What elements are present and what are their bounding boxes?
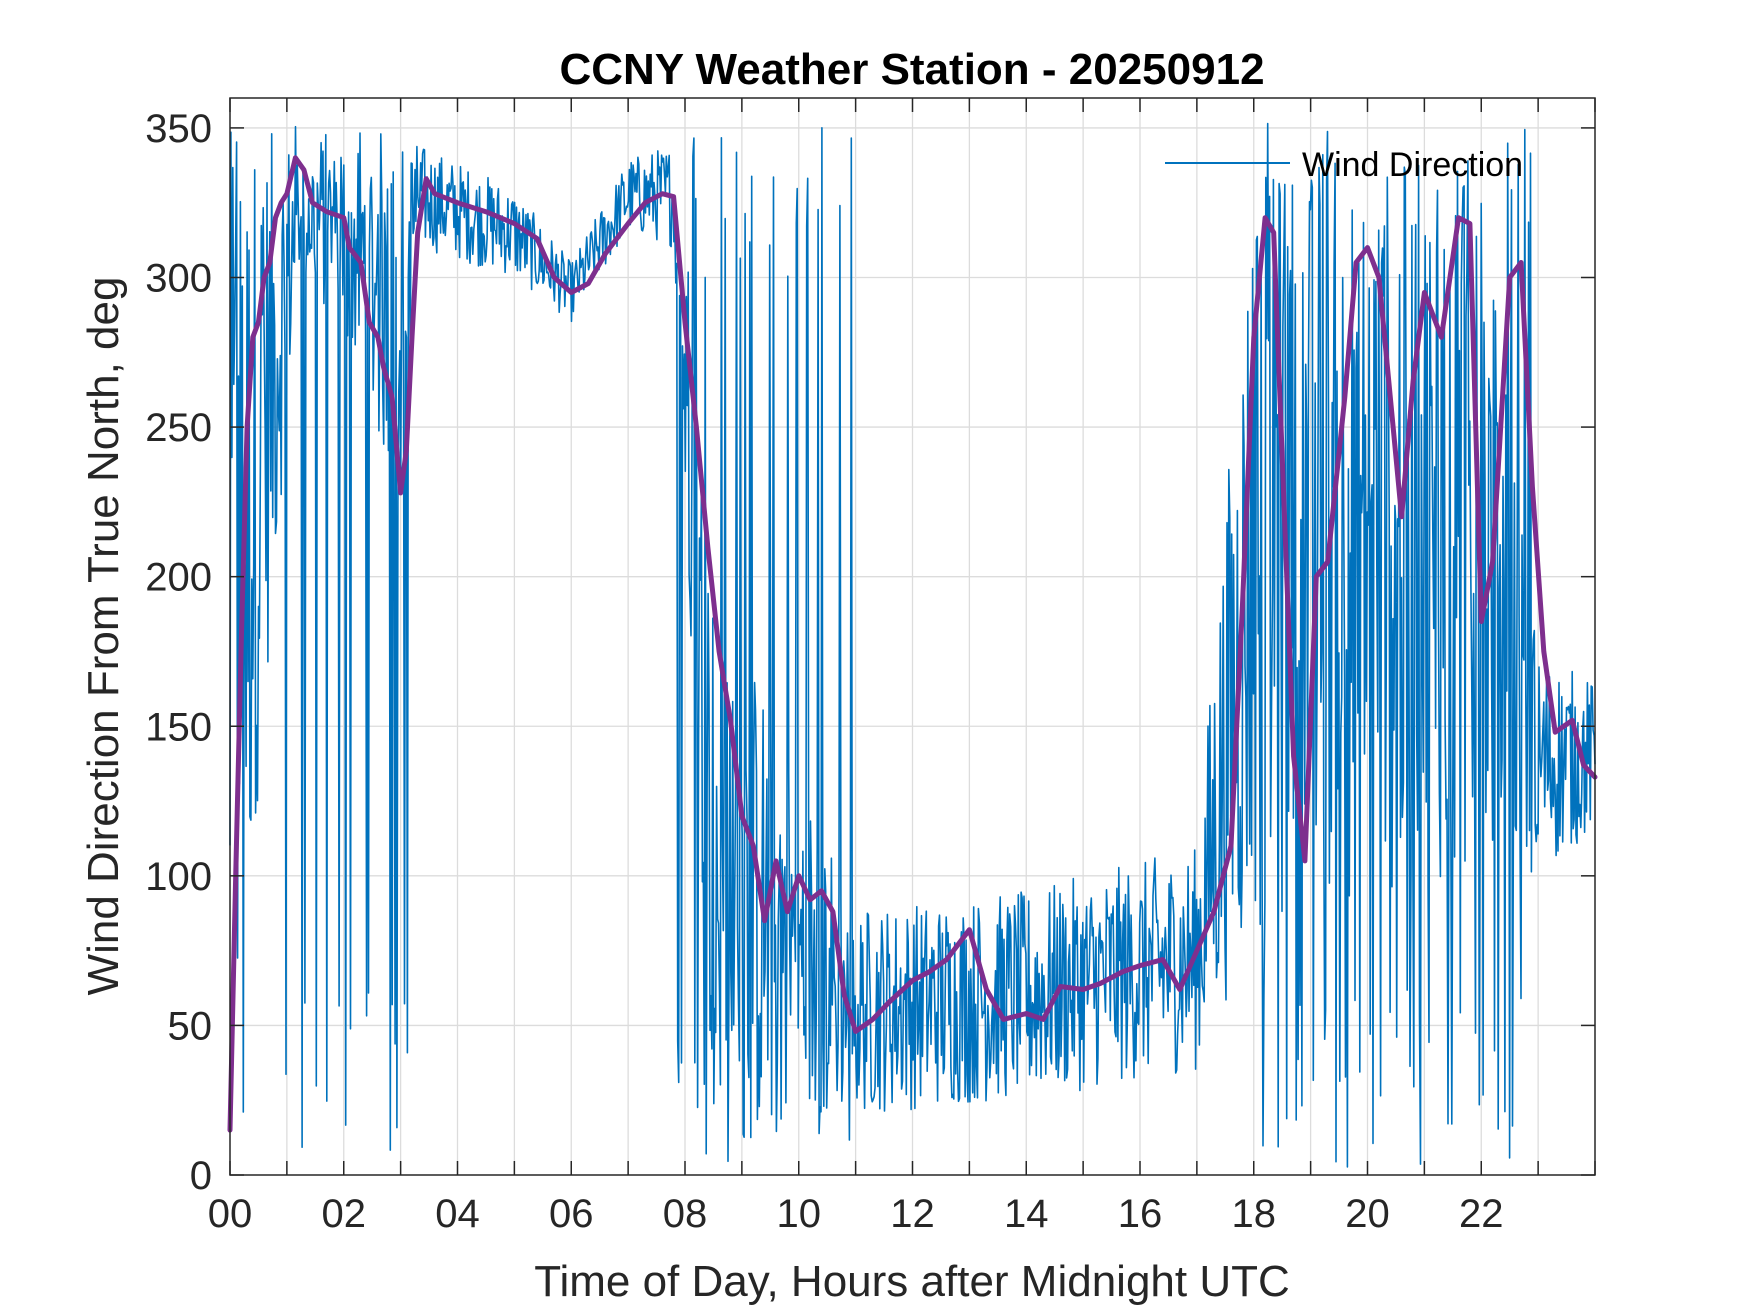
x-tick-label: 16	[1118, 1192, 1163, 1236]
line-wind-direction	[229, 122, 1596, 1168]
x-tick-label: 14	[1004, 1192, 1049, 1236]
legend-label-wind-direction: Wind Direction	[1302, 146, 1523, 184]
x-axis-label: Time of Day, Hours after Midnight UTC	[534, 1257, 1290, 1306]
x-tick-label: 08	[663, 1192, 708, 1236]
axis-ticks	[229, 98, 1596, 1176]
y-tick-label: 350	[145, 107, 212, 151]
x-tick-label: 22	[1459, 1192, 1504, 1236]
x-tick-label: 18	[1232, 1192, 1277, 1236]
legend: Wind Direction	[1165, 146, 1523, 184]
y-tick-label: 150	[145, 705, 212, 749]
x-tick-label: 00	[208, 1192, 253, 1236]
y-axis-label: Wind Direction From True North, deg	[79, 277, 128, 996]
x-tick-label: 04	[435, 1192, 480, 1236]
y-tick-label: 250	[145, 406, 212, 450]
x-tick-label: 02	[322, 1192, 367, 1236]
y-tick-label: 100	[145, 855, 212, 899]
x-tick-label: 12	[890, 1192, 935, 1236]
x-tick-labels: 00 02 04 06 08 10 12 14 16 18 20 22	[208, 1192, 1504, 1236]
x-tick-label: 10	[777, 1192, 822, 1236]
y-tick-labels: 0 50 100 150 200 250 300 350	[145, 107, 212, 1198]
line-smoothed	[227, 155, 1598, 1133]
y-tick-label: 200	[145, 556, 212, 600]
chart-title: CCNY Weather Station - 20250912	[559, 45, 1264, 94]
series-smoothed	[227, 155, 1598, 1133]
y-tick-label: 0	[190, 1154, 212, 1198]
series-wind-direction	[229, 122, 1596, 1168]
x-tick-label: 06	[549, 1192, 594, 1236]
x-tick-label: 20	[1345, 1192, 1390, 1236]
y-tick-label: 50	[168, 1004, 213, 1048]
y-tick-label: 300	[145, 257, 212, 301]
